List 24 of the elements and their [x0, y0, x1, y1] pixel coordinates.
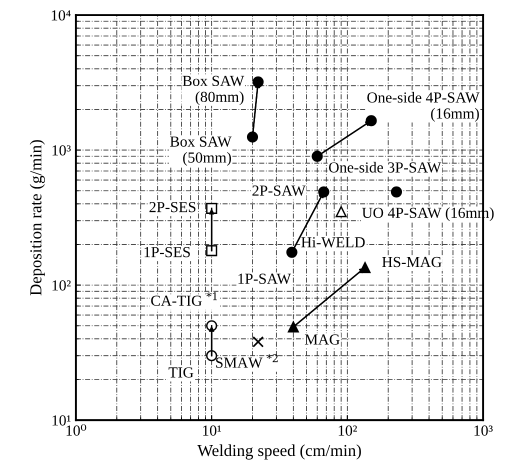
annotation: One-side 4P-SAW (16mm): [367, 92, 480, 122]
annotation: 2P-SES: [149, 202, 196, 212]
y-axis-title: Deposition rate (g/min): [30, 140, 45, 296]
y-tick-label: 10³: [52, 145, 71, 156]
x-tick-label: 10²: [338, 425, 357, 436]
annotation: Box SAW (80mm): [182, 76, 244, 106]
annotation: HS-MAG: [382, 256, 442, 268]
x-axis-title: Welding speed (cm/min): [197, 444, 361, 460]
x-tick-label: 10⁰: [66, 424, 86, 436]
y-tick-label: 10²: [52, 280, 71, 291]
annotation: TIG: [168, 367, 194, 378]
annotation: 1P-SES: [144, 246, 190, 258]
annotation: Box SAW (50mm): [170, 136, 232, 166]
annotation: Hi-WELD: [301, 237, 365, 248]
x-tick-label: 10³: [474, 425, 493, 436]
annotation: One-side 3P-SAW: [328, 162, 442, 173]
x-tick-label: 10¹: [203, 425, 222, 436]
y-tick-label: 10⁴: [52, 10, 71, 21]
annotation: 2P-SAW: [252, 185, 306, 196]
annotation: CA-TIG $^{*1}$: [151, 292, 217, 306]
annotation: MAG: [304, 334, 340, 345]
annotation: 1P-SAW: [238, 274, 292, 284]
annotation: SMAW $^{*2}$: [216, 354, 278, 368]
y-tick-label: 10¹: [52, 415, 71, 426]
